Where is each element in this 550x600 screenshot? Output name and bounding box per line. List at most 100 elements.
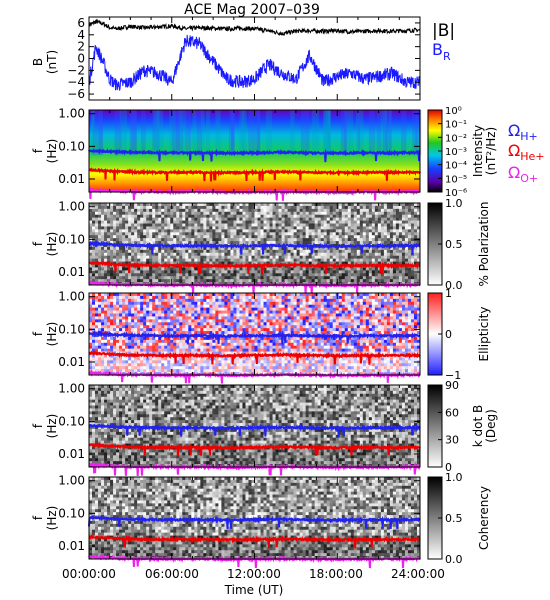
spectrogram-cell [236, 360, 240, 364]
spectrogram-cell [386, 241, 391, 245]
spectrogram-cell [170, 255, 174, 259]
spectrogram-cell [155, 223, 159, 227]
spectrogram-cell [98, 313, 102, 317]
spectrogram-cell [182, 331, 186, 335]
spectrogram-cell [158, 304, 162, 308]
spectrogram-cell [233, 301, 237, 306]
spectrogram-cell [191, 360, 195, 364]
spectrogram-cell [161, 336, 165, 341]
spectrogram-cell [269, 351, 273, 355]
spectrogram-cell [305, 214, 309, 218]
spectrogram-cell [200, 276, 204, 280]
spectrogram-cell [218, 246, 222, 251]
spectrogram-cell [143, 322, 147, 326]
spectrogram-cell [116, 252, 120, 257]
spectrogram-cell [368, 235, 373, 239]
spectrogram-cell [317, 276, 321, 280]
spectrogram-cell [161, 252, 165, 257]
spectrogram-cell [104, 220, 108, 224]
spectrogram-cell [185, 229, 189, 233]
spectrogram-cell [212, 249, 216, 254]
spectrogram-cell [110, 252, 114, 257]
spectrogram-cell [332, 252, 337, 257]
spectrogram-cell [293, 220, 297, 224]
spectrogram-cell [224, 273, 228, 277]
spectrogram-cell [161, 339, 165, 344]
spectrogram-cell [179, 348, 183, 352]
spectrogram-cell [113, 235, 117, 239]
spectrogram-cell [221, 322, 225, 326]
spectrogram-cell [230, 273, 234, 277]
spectrogram-cell [125, 267, 129, 271]
spectrogram-cell [332, 267, 337, 271]
spectrogram-cell [131, 252, 135, 257]
spectrogram-cell [170, 336, 174, 341]
spectrogram-cell [245, 279, 249, 283]
spectrogram-cell [365, 235, 370, 239]
spectrogram-cell [410, 255, 415, 259]
spectrogram-cell [209, 331, 213, 335]
spectrogram-cell [107, 232, 111, 236]
spectrogram-cell [179, 331, 183, 335]
spectrogram-cell [197, 293, 201, 297]
spectrogram-cell [179, 223, 183, 227]
spectrogram-cell [128, 241, 132, 245]
spectrogram-cell [218, 322, 222, 326]
spectrogram-cell [155, 252, 159, 257]
spectrogram-cell [92, 325, 96, 329]
spectrogram-cell [191, 348, 195, 352]
spectrogram-cell [323, 261, 328, 265]
spectrogram-cell [410, 241, 415, 245]
spectrogram-cell [398, 203, 403, 207]
spectrogram-cell [179, 345, 183, 349]
spectrogram-cell [212, 214, 216, 218]
spectrogram-cell [296, 217, 300, 221]
spectrogram-cell [149, 205, 153, 210]
spectrogram-cell [164, 304, 168, 308]
spectrogram-cell [146, 316, 150, 320]
spectrogram-cell [200, 223, 204, 227]
spectrogram-cell [128, 351, 132, 355]
spectrogram-cell [350, 276, 355, 280]
spectrogram-cell [383, 203, 388, 207]
spectrogram-cell [110, 348, 114, 352]
spectrogram-cell [227, 369, 231, 373]
spectrogram-cell [344, 279, 349, 283]
spectrogram-cell [191, 304, 195, 308]
spectrogram-cell [212, 267, 216, 271]
spectrogram-cell [146, 357, 150, 361]
spectrogram-cell [200, 342, 204, 347]
spectrogram-cell [212, 261, 216, 265]
spectrogram-cell [200, 351, 204, 355]
spectrogram-cell [287, 217, 291, 221]
spectrogram-cell [251, 220, 255, 224]
spectrogram-cell [296, 267, 300, 271]
spectrogram-cell [272, 261, 276, 265]
spectrogram-cell [155, 229, 159, 233]
spectrogram-cell [335, 252, 340, 257]
spectrogram-cell [302, 279, 306, 283]
spectrogram-cell [401, 279, 406, 283]
spectrogram-cell [161, 249, 165, 254]
spectrogram-cell [134, 295, 138, 300]
spectrogram-cell [263, 220, 267, 224]
spectrogram-cell [119, 366, 123, 370]
spectrogram-cell [251, 313, 255, 317]
spectrogram-cell [119, 208, 123, 213]
spectrogram-cell [248, 342, 252, 347]
spectrogram-cell [293, 238, 297, 242]
spectrogram-cell [269, 208, 273, 213]
spectrogram-cell [224, 229, 228, 233]
spectrogram-cell [230, 310, 234, 314]
spectrogram-cell [113, 208, 117, 213]
spectrogram-cell [233, 348, 237, 352]
spectrogram-cell [137, 203, 141, 207]
spectrogram-cell [98, 235, 102, 239]
spectrogram-cell [107, 273, 111, 277]
spectrogram-cell [266, 301, 270, 306]
spectrogram-cell [257, 252, 261, 257]
spectrogram-cell [236, 249, 240, 254]
spectrogram-cell [374, 252, 379, 257]
spectrogram-cell [371, 208, 376, 213]
spectrogram-cell [185, 249, 189, 254]
